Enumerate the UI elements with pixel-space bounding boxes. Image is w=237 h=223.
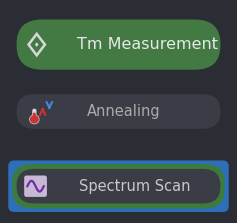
FancyBboxPatch shape [32, 109, 36, 121]
FancyBboxPatch shape [24, 176, 47, 197]
FancyBboxPatch shape [17, 20, 220, 70]
Text: Tm Measurement: Tm Measurement [77, 37, 218, 52]
Text: Spectrum Scan: Spectrum Scan [79, 179, 191, 194]
Text: Annealing: Annealing [87, 104, 160, 119]
Circle shape [30, 115, 39, 124]
FancyBboxPatch shape [17, 169, 220, 203]
FancyBboxPatch shape [17, 94, 220, 129]
FancyBboxPatch shape [33, 113, 36, 119]
FancyBboxPatch shape [12, 164, 225, 208]
FancyBboxPatch shape [8, 161, 229, 212]
Polygon shape [35, 42, 39, 47]
Circle shape [31, 116, 38, 123]
